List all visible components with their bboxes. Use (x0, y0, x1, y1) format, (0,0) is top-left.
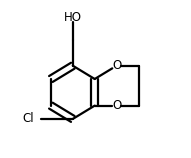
Text: Cl: Cl (22, 112, 34, 125)
Text: O: O (112, 59, 121, 72)
Text: O: O (112, 99, 121, 112)
Text: HO: HO (64, 11, 82, 24)
